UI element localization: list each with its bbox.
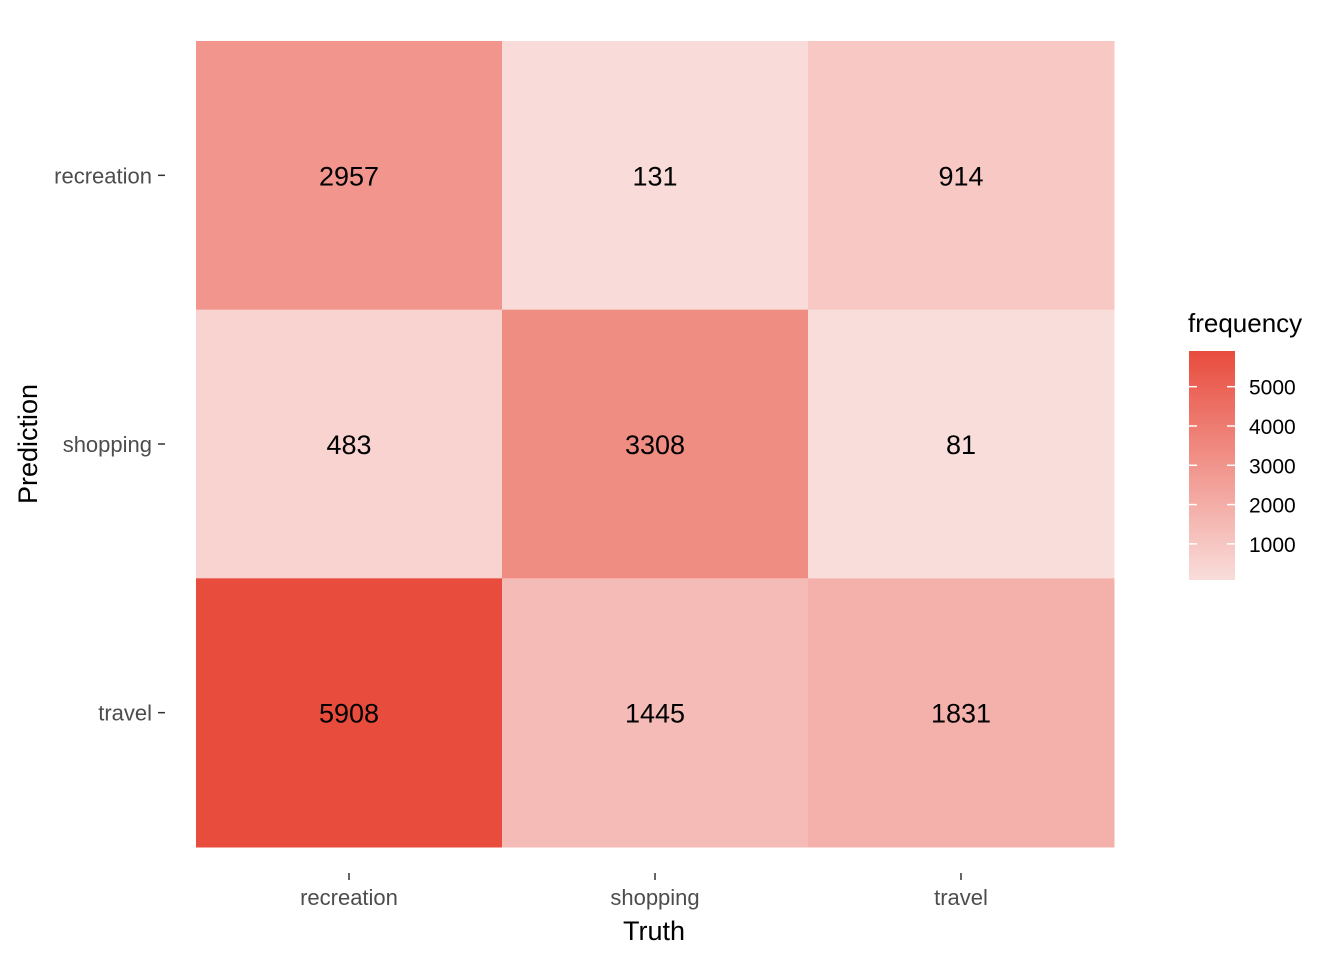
y-axis: recreation shopping travel	[54, 163, 165, 726]
cell-value-label: 5908	[319, 699, 379, 729]
cell-value-label: 81	[946, 430, 976, 460]
y-tick-label-shopping: shopping	[63, 432, 152, 457]
x-axis-title: Truth	[623, 916, 685, 946]
legend-label: 3000	[1249, 455, 1296, 478]
cell-value-label: 914	[938, 161, 983, 191]
y-tick-label-travel: travel	[98, 701, 152, 726]
y-tick-label-recreation: recreation	[54, 163, 152, 188]
heatmap-cell-labels: 2957 131 914 483 3308 81 5908 1445 1831	[319, 161, 991, 728]
legend-label: 5000	[1249, 377, 1296, 400]
heatmap-cells	[196, 41, 1115, 848]
legend-label: 2000	[1249, 495, 1296, 518]
x-tick-label-recreation: recreation	[300, 885, 398, 910]
heatmap-cell-recreation-shopping	[502, 41, 809, 311]
heatmap-cell-travel-recreation	[196, 578, 503, 848]
x-tick-label-shopping: shopping	[610, 885, 699, 910]
cell-value-label: 1445	[625, 699, 685, 729]
cell-value-label: 483	[326, 430, 371, 460]
heatmap-cell-travel-shopping	[502, 578, 809, 848]
legend-label: 4000	[1249, 416, 1296, 439]
legend-label: 1000	[1249, 534, 1296, 557]
x-tick-label-travel: travel	[934, 885, 988, 910]
color-legend: frequency 1000 2000 3000 4000 5000	[1188, 308, 1302, 580]
heatmap-cell-travel-travel	[808, 578, 1115, 848]
legend-title: frequency	[1188, 308, 1302, 338]
cell-value-label: 131	[632, 161, 677, 191]
x-axis: recreation shopping travel	[300, 873, 988, 910]
cell-value-label: 2957	[319, 161, 379, 191]
heatmap-cell-shopping-travel	[808, 309, 1115, 579]
legend-ticks: 1000 2000 3000 4000 5000	[1189, 377, 1296, 557]
heatmap-cell-recreation-recreation	[196, 41, 503, 311]
heatmap-cell-recreation-travel	[808, 41, 1115, 311]
y-axis-title: Prediction	[13, 384, 43, 504]
cell-value-label: 3308	[625, 430, 685, 460]
heatmap-cell-shopping-shopping	[502, 309, 809, 579]
cell-value-label: 1831	[931, 699, 991, 729]
heatmap-cell-shopping-recreation	[196, 309, 503, 579]
